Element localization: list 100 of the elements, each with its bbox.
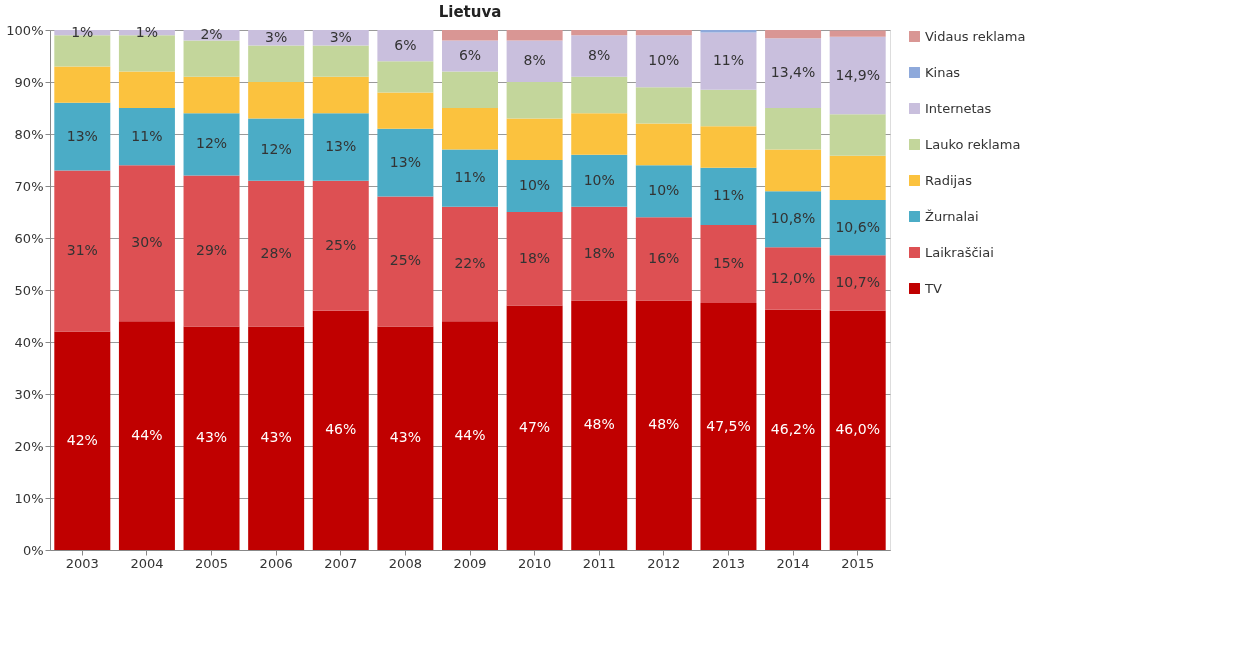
data-label: 43% [195, 429, 228, 446]
y-tick-label: 30% [14, 386, 44, 402]
data-label: 11% [454, 169, 486, 186]
bar [635, 30, 692, 36]
bar [312, 76, 369, 114]
x-tick-label: 2008 [388, 555, 422, 571]
data-label: 14,9% [835, 66, 880, 83]
bar [506, 212, 563, 306]
bar [829, 155, 886, 201]
data-label: 10% [519, 177, 551, 193]
data-label: 8% [523, 52, 546, 69]
data-label: 15% [712, 255, 745, 271]
x-tick-label: 2015 [841, 555, 875, 571]
bar [829, 200, 886, 256]
bar [248, 45, 305, 82]
data-label: 6% [394, 36, 417, 53]
data-label: 1% [135, 23, 159, 40]
data-label: 6% [458, 47, 482, 63]
bar [248, 326, 305, 550]
x-tick-label: 2012 [647, 555, 681, 571]
bar [635, 300, 692, 550]
y-tick-label: 70% [14, 178, 44, 194]
x-tick-label: 2003 [65, 555, 99, 571]
data-label: 46,2% [770, 420, 816, 437]
bar [506, 118, 563, 160]
bar [571, 30, 628, 36]
data-label: 18% [519, 249, 551, 266]
bar [183, 175, 240, 327]
data-label: 3% [329, 28, 352, 45]
bar [765, 149, 822, 192]
bar [700, 225, 757, 303]
x-tick-label: 2014 [776, 555, 810, 571]
bar [248, 180, 305, 327]
data-label: 8% [588, 47, 611, 63]
bar [571, 154, 628, 207]
data-label: 47% [519, 418, 551, 435]
data-label: 10,8% [770, 210, 816, 227]
legend-label: Vidaus reklama [925, 28, 1026, 44]
data-label: 13% [66, 127, 98, 144]
bar [248, 118, 305, 181]
bar [442, 321, 498, 550]
bar [700, 30, 757, 33]
data-label: 13% [389, 153, 421, 170]
legend-label: Žurnalai [925, 208, 979, 224]
legend-label: Laikraščiai [925, 244, 994, 260]
bar [829, 36, 886, 115]
data-label: 46,0% [835, 421, 880, 438]
data-label: 46% [325, 421, 357, 438]
bar [442, 40, 498, 72]
data-label: 47,5% [706, 417, 751, 434]
data-label: 18% [583, 244, 615, 261]
bar [442, 71, 498, 108]
bar [635, 87, 692, 124]
bar [54, 331, 111, 550]
data-label: 10,6% [835, 218, 880, 235]
data-label: 42% [66, 431, 98, 448]
data-label: 11% [131, 127, 163, 144]
bar [765, 191, 822, 248]
bar [765, 30, 822, 39]
data-label: 11% [712, 187, 745, 204]
bar [183, 326, 240, 550]
bar [700, 32, 757, 90]
bar [571, 113, 628, 155]
bar [54, 170, 111, 332]
data-label: 43% [389, 429, 421, 446]
chart-title: Lietuva [438, 3, 502, 21]
bar [765, 38, 822, 108]
bar [829, 114, 886, 156]
bar [571, 300, 628, 550]
bar [506, 305, 563, 550]
bar [312, 310, 369, 550]
bar [635, 123, 692, 166]
bar [377, 128, 434, 197]
data-label: 31% [66, 242, 98, 258]
bar [765, 309, 822, 550]
bar [442, 149, 498, 207]
bar [765, 247, 822, 310]
bar [829, 30, 886, 37]
bar [506, 40, 563, 82]
bar [118, 165, 175, 322]
bar [183, 113, 240, 176]
bar [377, 326, 434, 550]
bar [571, 76, 628, 114]
data-label: 13% [325, 138, 357, 154]
bar [700, 89, 757, 127]
bar [442, 108, 498, 150]
data-label: 10% [648, 52, 680, 69]
data-label: 30% [131, 234, 163, 251]
bar [118, 35, 175, 72]
data-label: 2% [200, 26, 223, 43]
y-tick-label: 10% [14, 490, 44, 506]
data-label: 25% [325, 236, 357, 253]
bar [635, 217, 692, 301]
bar [506, 30, 563, 41]
bar [442, 30, 498, 41]
bar [700, 126, 757, 168]
bar [377, 61, 434, 93]
y-tick-label: 80% [14, 126, 44, 142]
data-label: 12% [195, 135, 228, 152]
data-label: 43% [260, 429, 292, 446]
